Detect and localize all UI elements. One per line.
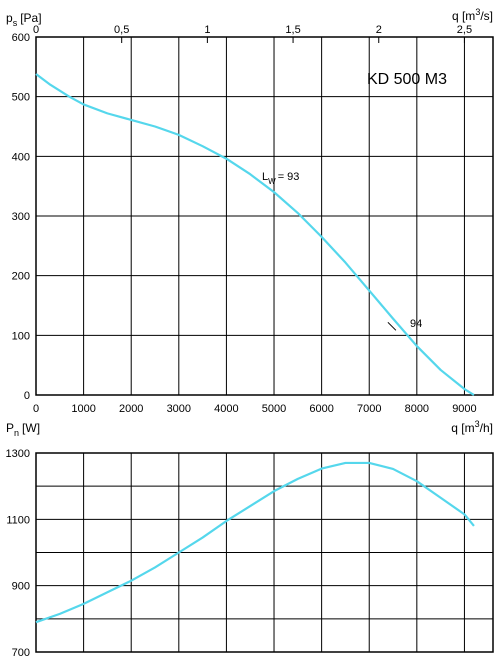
plot-frame [35,36,494,396]
chart-title: KD 500 M3 [367,71,447,88]
y-tick-label: 700 [12,647,30,659]
power-axis-label: Pn [W] [6,421,40,438]
x-tick-label: 5000 [262,403,286,415]
x-tick-label: 6000 [309,403,333,415]
y-tick-label: 300 [12,211,30,223]
y-tick-label: 400 [12,151,30,163]
y-tick-label: 900 [12,581,30,593]
y-tick-label: 0 [24,390,30,402]
x-tick-label: 3000 [167,403,191,415]
top-tick-label: 2,5 [457,24,472,36]
y-tick-label: 1100 [6,514,30,526]
x-tick-label: 9000 [452,403,476,415]
y-tick-label: 600 [12,32,30,44]
y-tick-label: 1300 [6,448,30,460]
y-tick-label: 200 [12,271,30,283]
top-tick-label: 1 [204,24,210,36]
top-tick-label: 2 [376,24,382,36]
x-tick-label: 2000 [119,403,143,415]
chart-marks: 0 1000 2000 3000 4000 5000 6000 7000 8000 9000010… [6,24,494,659]
sound-power-annotation: LW = 93 [262,171,299,186]
flow-bottom-axis-label: q [m3/h] [451,419,493,435]
pressure-axis-label: ps [Pa] [6,11,42,28]
flow-top-axis-label: q [m3/s] [452,7,493,23]
x-tick-label: 7000 [357,403,381,415]
power-curve [35,461,475,624]
plot-frame [35,452,494,653]
top-tick-label: 0 [33,24,39,36]
x-tick-label: 4000 [214,403,238,415]
sound-power-annotation-94: 94 [410,318,422,330]
x-tick-label: 1000 [71,403,95,415]
top-tick-label: 0,5 [114,24,129,36]
y-tick-label: 100 [12,330,30,342]
y-tick-label: 500 [12,92,30,104]
x-tick-label: 0 [33,403,39,415]
annotation-leader [387,321,397,331]
x-tick-label: 8000 [405,403,429,415]
pressure-curve [35,73,475,396]
top-tick-label: 1,5 [285,24,300,36]
